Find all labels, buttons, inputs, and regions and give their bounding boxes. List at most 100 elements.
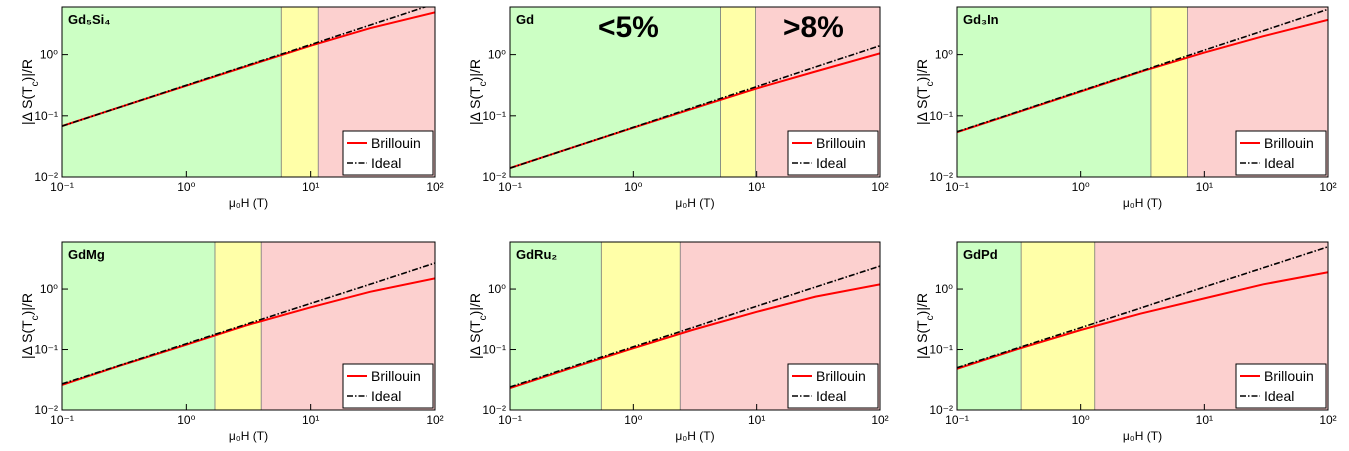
legend-label: Brillouin xyxy=(371,135,421,151)
legend-label: Ideal xyxy=(816,388,846,404)
annotation: >8% xyxy=(783,11,844,44)
y-axis-label-part: |Δ S(T xyxy=(914,320,930,359)
legend-label: Ideal xyxy=(371,155,401,171)
x-tick-label: 10⁻¹ xyxy=(50,413,74,427)
panel-title: Gd₅Si₄ xyxy=(68,12,111,27)
y-tick-label: 10⁻² xyxy=(482,403,506,417)
x-tick-label: 10⁻¹ xyxy=(498,413,522,427)
x-tick-label: 10⁰ xyxy=(177,413,195,427)
legend-label: Ideal xyxy=(1264,155,1294,171)
legend-label: Brillouin xyxy=(1264,368,1314,384)
y-axis-label-part: |Δ S(T xyxy=(467,86,483,125)
panel-title: Gd₃In xyxy=(963,12,999,27)
region xyxy=(601,242,681,410)
x-tick-label: 10² xyxy=(1319,180,1336,194)
plot-frame xyxy=(61,6,436,178)
x-axis-label: μ₀H (T) xyxy=(229,196,268,210)
y-tick-label: 10⁰ xyxy=(40,282,58,296)
panel-title: GdPd xyxy=(963,247,998,262)
legend-label: Brillouin xyxy=(371,368,421,384)
legend-box xyxy=(342,130,434,176)
series-line xyxy=(510,283,880,390)
y-tick-label: 10⁻² xyxy=(929,170,953,184)
plot-frame xyxy=(509,6,881,178)
y-tick-label: 10⁰ xyxy=(935,48,953,62)
y-axis-label-part: )|/R xyxy=(19,293,35,315)
y-axis-label: |Δ S(Tc)|/R xyxy=(467,59,489,125)
region xyxy=(720,7,756,177)
x-tick-label: 10² xyxy=(426,413,443,427)
x-tick-label: 10¹ xyxy=(748,180,765,194)
legend-label: Brillouin xyxy=(816,135,866,151)
x-tick-label: 10² xyxy=(1319,413,1336,427)
plot-frame xyxy=(509,241,881,411)
x-tick-label: 10⁰ xyxy=(1072,413,1090,427)
y-axis-label-part: )|/R xyxy=(467,59,483,81)
series-line xyxy=(62,262,435,385)
region xyxy=(62,242,215,410)
region xyxy=(510,242,602,410)
y-axis-label-part: )|/R xyxy=(914,293,930,315)
x-tick-label: 10⁻¹ xyxy=(945,413,969,427)
y-tick-label: 10⁻¹ xyxy=(34,109,58,123)
region xyxy=(510,7,721,177)
y-tick-label: 10⁻² xyxy=(34,403,58,417)
y-axis-label-part: )|/R xyxy=(467,293,483,315)
x-tick-label: 10⁰ xyxy=(177,180,195,194)
legend-box xyxy=(787,130,879,176)
plot-frame xyxy=(956,241,1329,411)
series-line xyxy=(510,44,880,169)
y-axis-label-part: c xyxy=(925,81,936,86)
x-tick-label: 10⁻¹ xyxy=(498,180,522,194)
legend-label: Ideal xyxy=(816,155,846,171)
y-axis-label-part: )|/R xyxy=(914,59,930,81)
series-line xyxy=(957,271,1328,370)
y-tick-label: 10⁰ xyxy=(40,48,58,62)
x-tick-label: 10⁰ xyxy=(1072,180,1090,194)
y-tick-label: 10⁰ xyxy=(488,282,506,296)
y-axis-label-part: c xyxy=(30,315,41,320)
x-tick-label: 10¹ xyxy=(302,180,319,194)
x-axis-label: μ₀H (T) xyxy=(675,429,714,443)
y-axis-label-part: c xyxy=(925,315,936,320)
x-tick-label: 10² xyxy=(871,180,888,194)
y-tick-label: 10⁻¹ xyxy=(482,109,506,123)
y-tick-label: 10⁰ xyxy=(488,48,506,62)
legend-label: Brillouin xyxy=(1264,135,1314,151)
x-tick-label: 10⁻¹ xyxy=(50,180,74,194)
panel-title: GdMg xyxy=(68,247,105,262)
y-axis-label-part: |Δ S(T xyxy=(914,86,930,125)
plot-frame xyxy=(61,241,436,411)
region xyxy=(62,7,282,177)
y-axis-label-part: |Δ S(T xyxy=(467,320,483,359)
y-tick-label: 10⁻¹ xyxy=(929,343,953,357)
legend-box xyxy=(1235,130,1327,176)
series-line xyxy=(510,265,880,388)
x-tick-label: 10² xyxy=(871,413,888,427)
region xyxy=(214,242,262,410)
x-tick-label: 10¹ xyxy=(748,413,765,427)
series-line xyxy=(957,246,1328,369)
y-axis-label-part: c xyxy=(478,315,489,320)
panel-title: GdRu₂ xyxy=(516,247,557,262)
x-tick-label: 10¹ xyxy=(1196,180,1213,194)
y-tick-label: 10⁻¹ xyxy=(929,109,953,123)
y-tick-label: 10⁰ xyxy=(935,282,953,296)
y-axis-label: |Δ S(Tc)|/R xyxy=(914,59,936,125)
legend-box xyxy=(787,363,879,409)
y-axis-label: |Δ S(Tc)|/R xyxy=(467,293,489,359)
y-tick-label: 10⁻¹ xyxy=(482,343,506,357)
y-tick-label: 10⁻² xyxy=(34,170,58,184)
region xyxy=(1150,7,1188,177)
y-axis-label-part: )|/R xyxy=(19,59,35,81)
y-tick-label: 10⁻² xyxy=(482,170,506,184)
x-tick-label: 10⁰ xyxy=(624,413,642,427)
series-line xyxy=(957,8,1328,133)
x-tick-label: 10¹ xyxy=(302,413,319,427)
series-line xyxy=(62,7,428,127)
